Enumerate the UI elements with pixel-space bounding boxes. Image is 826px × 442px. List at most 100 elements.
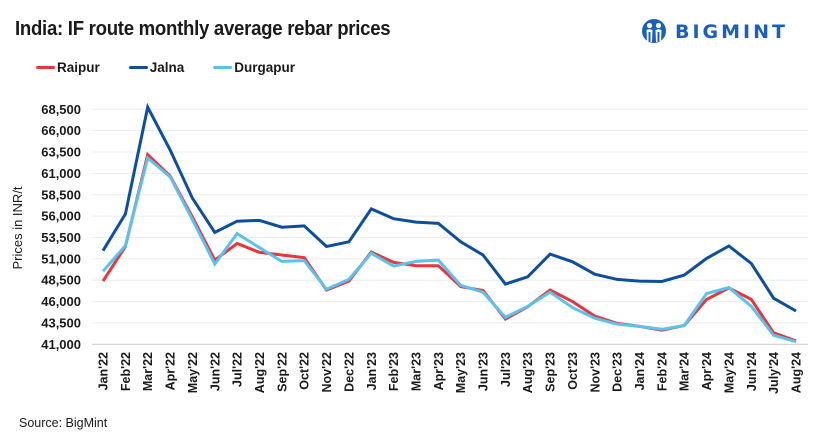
y-tick-label: 56,000	[41, 209, 81, 224]
y-tick-label: 61,000	[41, 166, 81, 181]
data-point-durgapur	[660, 328, 663, 331]
data-point-jalna	[526, 275, 529, 278]
data-point-raipur	[705, 298, 708, 301]
legend-swatch-durgapur	[213, 66, 233, 69]
data-point-durgapur	[571, 306, 574, 309]
x-tick-label: Dec'22	[342, 352, 356, 392]
data-point-raipur	[750, 298, 753, 301]
bigmint-people-icon	[642, 19, 666, 43]
data-point-durgapur	[638, 325, 641, 328]
data-point-jalna	[504, 283, 507, 286]
legend-label-durgapur: Durgapur	[234, 60, 296, 75]
data-point-durgapur	[102, 270, 105, 273]
y-tick-label: 41,000	[41, 337, 81, 352]
data-point-jalna	[482, 254, 485, 257]
data-point-durgapur	[236, 232, 239, 235]
data-point-jalna	[370, 207, 373, 210]
x-tick-label: Mar'23	[409, 352, 423, 391]
data-point-durgapur	[795, 340, 798, 343]
data-point-durgapur	[303, 259, 306, 262]
data-point-raipur	[102, 280, 105, 283]
data-point-durgapur	[549, 291, 552, 294]
data-point-jalna	[392, 217, 395, 220]
data-point-durgapur	[258, 246, 261, 249]
x-tick-label: Jun'24	[745, 352, 759, 391]
x-tick-label: Sep'22	[275, 352, 289, 392]
legend-swatch-raipur	[36, 66, 55, 69]
series-line-durgapur	[101, 155, 797, 344]
legend-swatch-jalna	[128, 66, 148, 69]
data-point-jalna	[705, 257, 708, 260]
x-tick-label: Jun'23	[477, 352, 491, 391]
x-tick-label: Apr'22	[164, 352, 178, 390]
data-point-durgapur	[146, 157, 149, 160]
x-tick-label: Oct'22	[298, 352, 312, 390]
x-tick-label: Apr'24	[700, 352, 714, 390]
data-point-jalna	[236, 220, 239, 223]
x-tick-label: Jan'23	[365, 352, 379, 390]
data-point-jalna	[414, 221, 417, 224]
data-point-jalna	[102, 249, 105, 252]
x-tick-label: Sep'23	[544, 352, 558, 392]
data-point-durgapur	[124, 244, 127, 247]
data-point-jalna	[303, 224, 306, 227]
x-tick-label: Nov'23	[588, 352, 602, 393]
x-tick-label: Jan'24	[633, 352, 647, 390]
x-tick-label: May'23	[454, 352, 468, 393]
y-tick-label: 63,500	[41, 145, 81, 160]
x-tick-label: Jul'23	[499, 352, 513, 387]
data-point-durgapur	[705, 292, 708, 295]
data-point-durgapur	[504, 316, 507, 319]
y-tick-label: 46,000	[41, 294, 81, 309]
data-point-jalna	[683, 274, 686, 277]
data-point-jalna	[772, 297, 775, 300]
data-point-jalna	[750, 262, 753, 265]
data-point-jalna	[616, 278, 619, 281]
y-tick-label: 43,500	[41, 315, 81, 330]
data-point-durgapur	[772, 334, 775, 337]
data-point-durgapur	[437, 259, 440, 262]
data-point-durgapur	[325, 288, 328, 291]
logo-text: BIGMINT	[675, 21, 788, 43]
data-point-jalna	[437, 222, 440, 225]
y-tick-label: 53,500	[41, 230, 81, 245]
data-point-durgapur	[750, 305, 753, 308]
data-point-raipur	[392, 261, 395, 264]
x-tick-label: Jun'22	[208, 352, 222, 391]
x-tick-label: Jul'22	[231, 352, 245, 387]
y-axis-label: Prices in INR/t	[10, 186, 25, 269]
data-point-jalna	[280, 226, 283, 229]
gridlines	[92, 108, 808, 345]
y-tick-label: 66,000	[41, 123, 81, 138]
x-tick-label: Jan'22	[97, 352, 111, 390]
x-tick-label: Nov'22	[320, 352, 334, 393]
x-tick-label: Aug'24	[790, 352, 804, 393]
data-point-durgapur	[727, 286, 730, 289]
x-tick-label: May'22	[186, 352, 200, 393]
data-point-durgapur	[169, 175, 172, 178]
bigmint-logo: BIGMINT	[641, 18, 788, 46]
data-point-jalna	[795, 309, 798, 312]
data-point-raipur	[303, 256, 306, 259]
data-point-durgapur	[459, 284, 462, 287]
chart-title: India: IF route monthly average rebar pr…	[15, 18, 391, 40]
data-point-raipur	[258, 251, 261, 254]
data-point-durgapur	[414, 260, 417, 263]
legend-item-jalna: Jalna	[128, 60, 184, 75]
series-lines	[101, 102, 798, 344]
x-tick-label: Mar'24	[678, 352, 692, 391]
data-point-jalna	[124, 212, 127, 215]
data-point-jalna	[146, 106, 149, 109]
data-point-jalna	[727, 245, 730, 248]
x-tick-label: Dec'23	[611, 352, 625, 392]
data-point-jalna	[593, 273, 596, 276]
data-point-jalna	[660, 280, 663, 283]
data-point-durgapur	[347, 278, 350, 281]
data-point-durgapur	[616, 323, 619, 326]
data-point-raipur	[146, 153, 149, 156]
data-point-raipur	[437, 264, 440, 267]
data-point-jalna	[638, 280, 641, 283]
series-line-jalna	[101, 102, 797, 313]
data-point-durgapur	[213, 262, 216, 265]
